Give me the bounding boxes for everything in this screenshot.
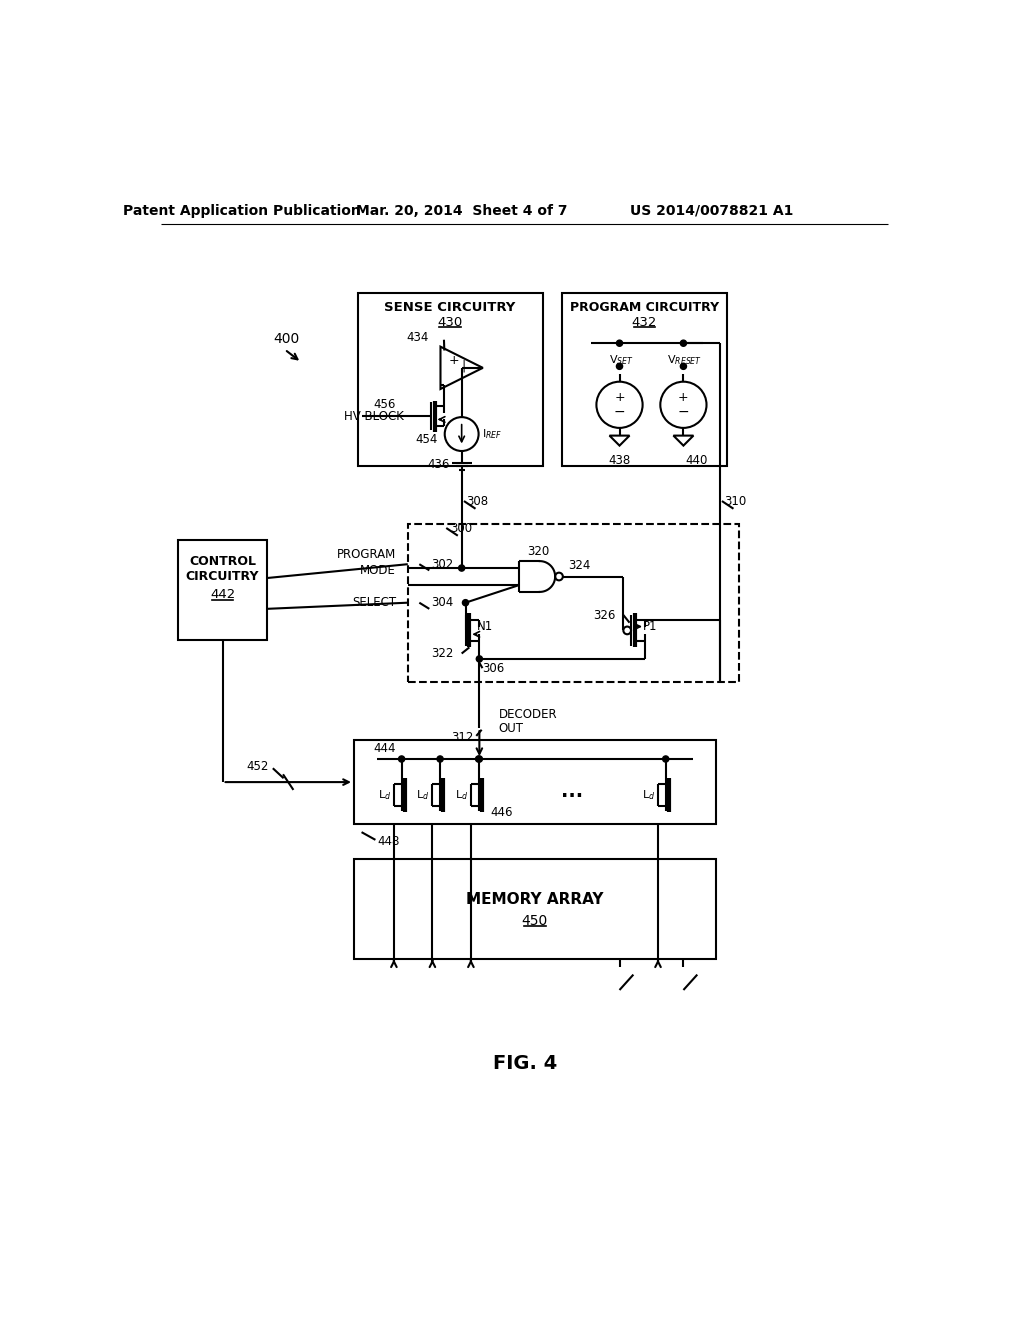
Text: −: − xyxy=(678,405,689,418)
Text: L$_d$: L$_d$ xyxy=(642,788,655,803)
Text: 444: 444 xyxy=(373,742,395,755)
Text: |: | xyxy=(461,360,465,372)
Text: 452: 452 xyxy=(247,760,269,774)
Text: 322: 322 xyxy=(431,647,454,660)
Text: 432: 432 xyxy=(632,315,657,329)
Circle shape xyxy=(476,756,482,762)
Text: 434: 434 xyxy=(407,331,429,345)
Circle shape xyxy=(437,756,443,762)
Text: 442: 442 xyxy=(210,589,236,602)
Text: CONTROL: CONTROL xyxy=(189,554,256,568)
Text: 304: 304 xyxy=(431,597,453,610)
Text: Patent Application Publication: Patent Application Publication xyxy=(123,203,361,218)
Text: PROGRAM CIRCUITRY: PROGRAM CIRCUITRY xyxy=(570,301,719,314)
Bar xyxy=(178,540,267,640)
Text: 430: 430 xyxy=(437,315,463,329)
Circle shape xyxy=(616,341,623,346)
Text: L$_d$: L$_d$ xyxy=(378,788,391,803)
Text: +: + xyxy=(449,354,460,367)
Text: OUT: OUT xyxy=(499,722,523,735)
Bar xyxy=(562,293,727,466)
Text: +: + xyxy=(678,391,689,404)
Circle shape xyxy=(476,656,482,663)
Circle shape xyxy=(680,363,686,370)
Circle shape xyxy=(616,363,623,370)
Text: US 2014/0078821 A1: US 2014/0078821 A1 xyxy=(630,203,794,218)
Text: SENSE CIRCUITRY: SENSE CIRCUITRY xyxy=(384,301,516,314)
Text: +: + xyxy=(614,391,625,404)
Text: 306: 306 xyxy=(482,661,505,675)
Circle shape xyxy=(663,756,669,762)
Text: N1: N1 xyxy=(476,620,493,634)
Circle shape xyxy=(459,565,465,572)
Text: ...: ... xyxy=(561,781,584,801)
Text: HV BLOCK: HV BLOCK xyxy=(344,409,403,422)
Text: 324: 324 xyxy=(568,560,591,573)
Text: 320: 320 xyxy=(526,545,549,558)
Text: FIG. 4: FIG. 4 xyxy=(493,1053,557,1073)
Text: PROGRAM: PROGRAM xyxy=(337,548,396,561)
Circle shape xyxy=(463,599,469,606)
Text: 326: 326 xyxy=(593,609,615,622)
Text: 450: 450 xyxy=(521,913,548,928)
Text: Mar. 20, 2014  Sheet 4 of 7: Mar. 20, 2014 Sheet 4 of 7 xyxy=(356,203,567,218)
Bar xyxy=(354,859,716,960)
Text: 448: 448 xyxy=(377,834,399,847)
Text: L$_d$: L$_d$ xyxy=(455,788,468,803)
Text: 440: 440 xyxy=(686,454,709,467)
Text: V$_{SET}$: V$_{SET}$ xyxy=(608,354,634,367)
Text: SELECT: SELECT xyxy=(352,597,396,610)
Text: I$_{REF}$: I$_{REF}$ xyxy=(481,428,502,441)
Text: V$_{RESET}$: V$_{RESET}$ xyxy=(668,354,702,367)
Text: −: − xyxy=(613,405,626,418)
Text: 454: 454 xyxy=(416,433,438,446)
Circle shape xyxy=(680,341,686,346)
Text: 400: 400 xyxy=(273,333,299,346)
Circle shape xyxy=(398,756,404,762)
Text: 312: 312 xyxy=(451,731,473,744)
Bar xyxy=(408,524,739,682)
Text: MEMORY ARRAY: MEMORY ARRAY xyxy=(466,891,603,907)
Text: 302: 302 xyxy=(431,557,453,570)
Text: 446: 446 xyxy=(490,807,513,820)
Text: L$_d$: L$_d$ xyxy=(416,788,429,803)
Bar xyxy=(354,739,716,825)
Text: 310: 310 xyxy=(724,495,746,508)
Text: DECODER: DECODER xyxy=(499,708,557,721)
Circle shape xyxy=(475,756,481,762)
Text: 456: 456 xyxy=(373,399,395,412)
Text: CIRCUITRY: CIRCUITRY xyxy=(185,570,259,583)
Text: 308: 308 xyxy=(466,495,488,508)
Text: 300: 300 xyxy=(451,521,472,535)
Text: 438: 438 xyxy=(608,454,631,467)
Bar xyxy=(357,293,543,466)
Text: 436: 436 xyxy=(428,458,451,471)
Text: P1: P1 xyxy=(643,620,657,634)
Text: MODE: MODE xyxy=(360,564,396,577)
